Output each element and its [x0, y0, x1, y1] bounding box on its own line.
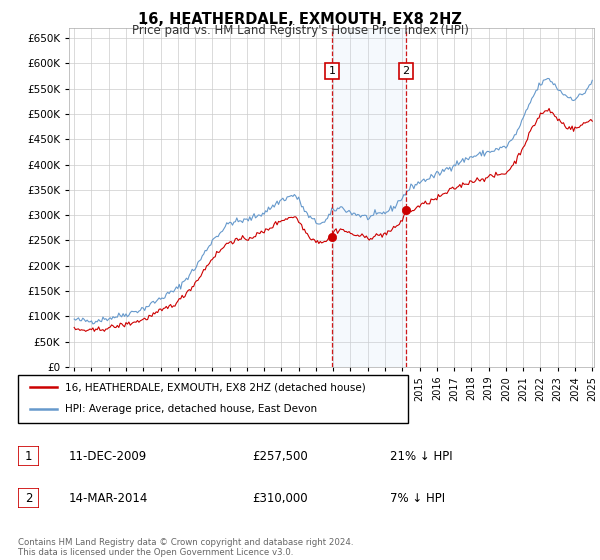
Text: 14-MAR-2014: 14-MAR-2014	[69, 492, 148, 505]
Text: 11-DEC-2009: 11-DEC-2009	[69, 450, 147, 463]
Text: 7% ↓ HPI: 7% ↓ HPI	[390, 492, 445, 505]
Bar	[332, 28, 406, 367]
Text: 16, HEATHERDALE, EXMOUTH, EX8 2HZ (detached house): 16, HEATHERDALE, EXMOUTH, EX8 2HZ (detac…	[65, 382, 365, 392]
Text: 16, HEATHERDALE, EXMOUTH, EX8 2HZ: 16, HEATHERDALE, EXMOUTH, EX8 2HZ	[138, 12, 462, 27]
Text: £310,000: £310,000	[252, 492, 308, 505]
Text: 1: 1	[329, 66, 335, 76]
Text: 21% ↓ HPI: 21% ↓ HPI	[390, 450, 452, 463]
Text: 2: 2	[402, 66, 409, 76]
Text: 1: 1	[25, 450, 32, 463]
Text: Contains HM Land Registry data © Crown copyright and database right 2024.
This d: Contains HM Land Registry data © Crown c…	[18, 538, 353, 557]
Text: Price paid vs. HM Land Registry's House Price Index (HPI): Price paid vs. HM Land Registry's House …	[131, 24, 469, 37]
Text: HPI: Average price, detached house, East Devon: HPI: Average price, detached house, East…	[65, 404, 317, 414]
FancyBboxPatch shape	[18, 488, 39, 508]
Text: 2: 2	[25, 492, 32, 505]
FancyBboxPatch shape	[18, 375, 408, 423]
Text: £257,500: £257,500	[252, 450, 308, 463]
FancyBboxPatch shape	[18, 446, 39, 466]
